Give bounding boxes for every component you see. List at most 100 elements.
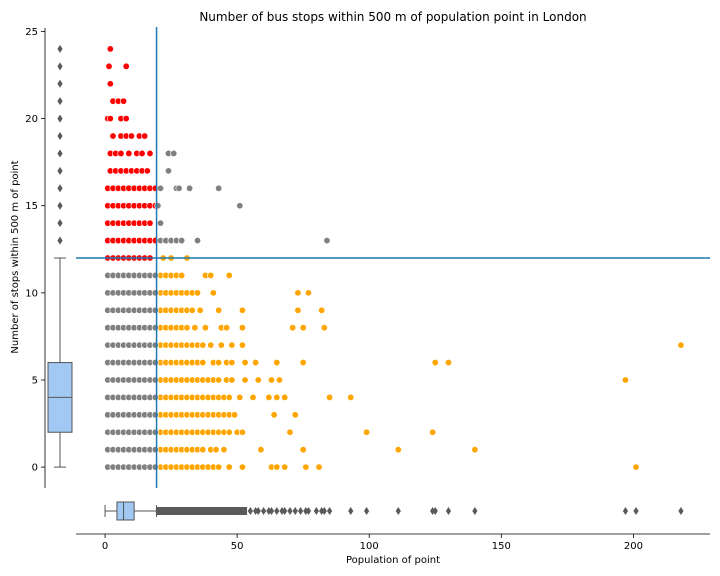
y-tick-label: 15 xyxy=(25,201,38,212)
point-low-stops-high-population xyxy=(252,359,260,367)
point-low-stops-high-population xyxy=(194,289,202,297)
point-low-stops-high-population xyxy=(238,341,246,349)
point-low-stops-high-population xyxy=(347,393,355,401)
point-high-stops-low-population xyxy=(106,80,114,88)
point-other xyxy=(164,167,172,175)
point-low-stops-high-population xyxy=(299,446,307,454)
point-low-stops-high-population xyxy=(621,376,629,384)
point-other xyxy=(151,463,159,471)
x-box-outlier xyxy=(279,507,285,515)
point-low-stops-high-population xyxy=(281,463,289,471)
point-low-stops-high-population xyxy=(228,376,236,384)
point-other xyxy=(151,428,159,436)
point-high-stops-low-population xyxy=(105,62,113,70)
point-low-stops-high-population xyxy=(254,376,262,384)
point-low-stops-high-population xyxy=(431,359,439,367)
point-low-stops-high-population xyxy=(236,393,244,401)
point-low-stops-high-population xyxy=(207,341,215,349)
point-low-stops-high-population xyxy=(471,446,479,454)
y-box-outlier xyxy=(57,44,63,53)
point-low-stops-high-population xyxy=(223,324,231,332)
point-other xyxy=(236,202,244,210)
y-tick-label: 10 xyxy=(25,288,38,299)
point-low-stops-high-population xyxy=(273,393,281,401)
x-tick-label: 50 xyxy=(231,541,244,552)
point-low-stops-high-population xyxy=(286,428,294,436)
x-box-outlier xyxy=(313,507,319,515)
point-low-stops-high-population xyxy=(326,393,334,401)
point-other xyxy=(151,271,159,279)
point-other xyxy=(151,393,159,401)
point-high-stops-low-population xyxy=(141,132,149,140)
point-high-stops-low-population xyxy=(146,219,154,227)
y-axis: 0 5 10 15 20 25 xyxy=(25,27,46,488)
point-low-stops-high-population xyxy=(294,289,302,297)
point-other xyxy=(151,289,159,297)
point-low-stops-high-population xyxy=(289,324,297,332)
x-box-iqr xyxy=(116,501,135,521)
x-box-outlier xyxy=(287,507,293,515)
point-low-stops-high-population xyxy=(294,306,302,314)
point-low-stops-high-population xyxy=(238,428,246,436)
point-low-stops-high-population xyxy=(220,446,228,454)
y-box-outlier xyxy=(57,236,63,245)
point-low-stops-high-population xyxy=(270,411,278,419)
y-tick-label: 5 xyxy=(32,375,38,386)
x-box-outlier xyxy=(445,507,452,515)
point-low-stops-high-population xyxy=(215,359,223,367)
y-box-outlier xyxy=(57,166,63,175)
point-low-stops-high-population xyxy=(429,428,437,436)
x-box-outlier xyxy=(472,507,478,515)
x-box-outlier-band xyxy=(155,507,248,515)
point-low-stops-high-population xyxy=(267,376,275,384)
point-low-stops-high-population xyxy=(444,359,452,367)
point-low-stops-high-population xyxy=(225,271,233,279)
point-low-stops-high-population xyxy=(196,306,204,314)
x-box-outlier xyxy=(260,507,267,515)
point-low-stops-high-population xyxy=(225,463,233,471)
point-low-stops-high-population xyxy=(215,463,223,471)
point-high-stops-low-population xyxy=(146,149,154,157)
point-low-stops-high-population xyxy=(275,376,283,384)
x-box-outlier xyxy=(247,507,253,515)
point-low-stops-high-population xyxy=(265,393,273,401)
x-box-outlier xyxy=(321,507,327,515)
y-box-outlier xyxy=(57,132,63,141)
x-box-outlier xyxy=(268,507,275,515)
point-other xyxy=(178,237,186,245)
point-low-stops-high-population xyxy=(241,376,249,384)
x-box-outlier xyxy=(432,507,438,515)
x-ticks: 0 50 100 150 200 xyxy=(102,534,643,552)
y-tick-label: 20 xyxy=(25,114,38,125)
point-low-stops-high-population xyxy=(207,271,215,279)
x-box-outlier xyxy=(348,507,354,515)
point-other xyxy=(175,184,183,192)
x-box-outlier xyxy=(297,507,304,515)
point-low-stops-high-population xyxy=(320,324,328,332)
point-low-stops-high-population xyxy=(191,324,199,332)
x-box-outlier xyxy=(266,507,272,515)
point-low-stops-high-population xyxy=(299,324,307,332)
point-high-stops-low-population xyxy=(143,167,151,175)
point-low-stops-high-population xyxy=(394,446,402,454)
point-other xyxy=(194,237,202,245)
point-low-stops-high-population xyxy=(225,428,233,436)
point-low-stops-high-population xyxy=(228,341,236,349)
x-box-outlier xyxy=(305,507,312,515)
point-other xyxy=(151,306,159,314)
point-low-stops-high-population xyxy=(281,393,289,401)
point-low-stops-high-population xyxy=(199,359,207,367)
point-low-stops-high-population xyxy=(225,393,233,401)
point-high-stops-low-population xyxy=(120,97,128,105)
point-low-stops-high-population xyxy=(304,289,312,297)
x-box-outlier xyxy=(292,507,298,515)
point-low-stops-high-population xyxy=(238,463,246,471)
x-box-outlier xyxy=(678,507,684,515)
y-box-outlier xyxy=(57,62,63,71)
point-low-stops-high-population xyxy=(318,306,326,314)
point-low-stops-high-population xyxy=(238,324,246,332)
x-marginal-boxplot xyxy=(104,501,684,521)
y-box-outlier xyxy=(57,184,63,193)
x-box-outlier xyxy=(274,507,280,515)
